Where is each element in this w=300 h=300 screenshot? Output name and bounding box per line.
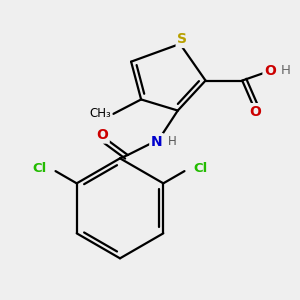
Text: O: O bbox=[96, 128, 108, 142]
Text: H: H bbox=[280, 64, 290, 77]
Text: N: N bbox=[151, 135, 163, 149]
Text: H: H bbox=[168, 135, 177, 148]
Text: Cl: Cl bbox=[193, 162, 207, 176]
Text: S: S bbox=[177, 32, 187, 46]
Text: Cl: Cl bbox=[33, 162, 47, 176]
Text: O: O bbox=[264, 64, 276, 78]
Text: CH₃: CH₃ bbox=[89, 107, 111, 120]
Text: O: O bbox=[250, 105, 262, 119]
